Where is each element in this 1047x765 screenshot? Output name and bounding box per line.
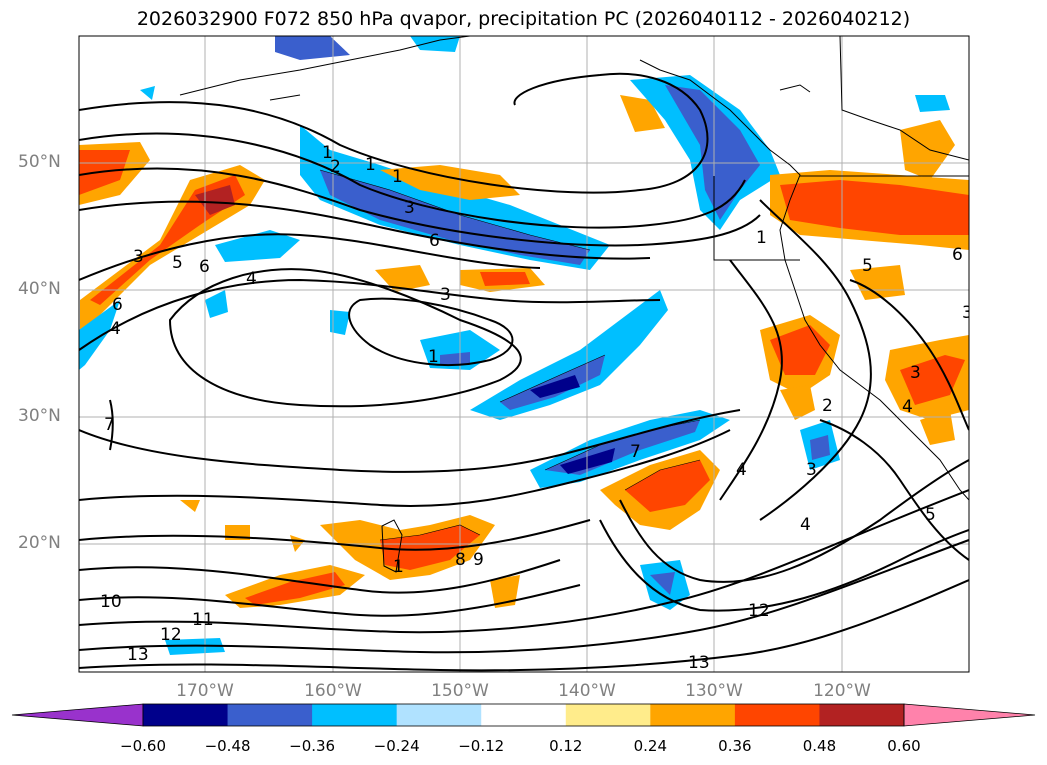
contour-label: 3 <box>962 303 973 323</box>
contour-label: 10 <box>100 592 122 612</box>
colorbar-tick-label: −0.24 <box>373 737 420 755</box>
graticule <box>79 36 969 672</box>
lon-label-140w: 140°W <box>558 681 616 701</box>
contour-label: 3 <box>404 198 415 218</box>
contour-label: 8 <box>455 550 466 570</box>
lat-label-40n: 40°N <box>18 279 61 299</box>
contour-label: 1 <box>756 228 767 248</box>
contour-label: 4 <box>246 269 257 289</box>
contour-label: 3 <box>806 460 817 480</box>
lat-label-30n: 30°N <box>18 406 61 426</box>
contour-label: 1 <box>392 167 403 187</box>
colorbar-tick-label: −0.60 <box>120 737 166 755</box>
contour-label: 4 <box>800 515 811 535</box>
contour-label: 3 <box>440 285 451 305</box>
colorbar-tick-label: −0.48 <box>204 737 251 755</box>
colorbar-tick-label: 0.24 <box>633 737 668 755</box>
colorbar-swatch <box>565 704 651 726</box>
lon-label-160w: 160°W <box>304 681 362 701</box>
contour-label: 6 <box>952 245 963 265</box>
contour-label: 4 <box>110 319 121 339</box>
map-title: 2026032900 F072 850 hPa qvapor, precipit… <box>136 8 911 30</box>
lon-label-170w: 170°W <box>176 681 234 701</box>
contour-label: 6 <box>199 257 210 277</box>
colorbar-swatch <box>396 704 482 726</box>
coastlines <box>179 36 969 573</box>
colorbar-swatch <box>227 704 313 726</box>
colorbar-tick-label: −0.36 <box>289 737 336 755</box>
contour-label: 2 <box>822 396 833 416</box>
lon-label-120w: 120°W <box>813 681 871 701</box>
contour-label: 7 <box>104 415 115 435</box>
contour-label: 13 <box>127 645 149 665</box>
contour-label: 7 <box>630 442 641 462</box>
contour-label: 9 <box>473 550 484 570</box>
contour-label: 12 <box>160 625 182 645</box>
contour-lines <box>79 72 969 672</box>
contour-label: 4 <box>736 460 747 480</box>
contour-label: 4 <box>902 397 913 417</box>
contour-label: 13 <box>688 653 710 673</box>
contour-label: 5 <box>862 256 873 276</box>
contour-label: 2 <box>330 157 341 177</box>
contour-label: 1 <box>428 347 439 367</box>
lon-label-130w: 130°W <box>685 681 743 701</box>
colorbar <box>11 703 1036 727</box>
colorbar-swatch <box>312 704 398 726</box>
contour-label: 11 <box>192 610 214 630</box>
colorbar-extend-high <box>903 703 1036 727</box>
colorbar-swatch <box>143 704 229 726</box>
colorbar-swatch <box>481 704 567 726</box>
plot-area <box>79 36 969 672</box>
plot-frame <box>78 35 970 673</box>
contour-label: 3 <box>133 247 144 267</box>
colorbar-tick-label: 0.36 <box>718 737 752 755</box>
contour-label: 1 <box>393 557 404 577</box>
contour-label: 12 <box>748 601 770 621</box>
colorbar-swatch <box>650 704 736 726</box>
colorbar-tick-label: 0.48 <box>802 737 837 755</box>
contour-label: 1 <box>322 143 333 163</box>
contour-label: 6 <box>429 231 440 251</box>
lon-label-150w: 150°W <box>431 681 489 701</box>
colorbar-swatch <box>734 704 820 726</box>
contour-label: 5 <box>925 505 936 525</box>
contour-label: 6 <box>112 295 123 315</box>
colorbar-tick-label: −0.12 <box>458 737 505 755</box>
colorbar-swatch <box>819 704 905 726</box>
fill-edges <box>319 169 701 541</box>
contour-label: 3 <box>910 363 921 383</box>
colorbar-tick-label: 0.12 <box>549 737 583 755</box>
colorbar-frame <box>142 703 905 727</box>
contour-label: 1 <box>365 155 376 175</box>
lat-label-50n: 50°N <box>18 152 61 172</box>
lat-label-20n: 20°N <box>18 533 61 553</box>
colorbar-extend-low <box>11 703 144 727</box>
colorbar-tick-label: 0.60 <box>887 737 921 755</box>
contour-label: 5 <box>172 253 183 273</box>
